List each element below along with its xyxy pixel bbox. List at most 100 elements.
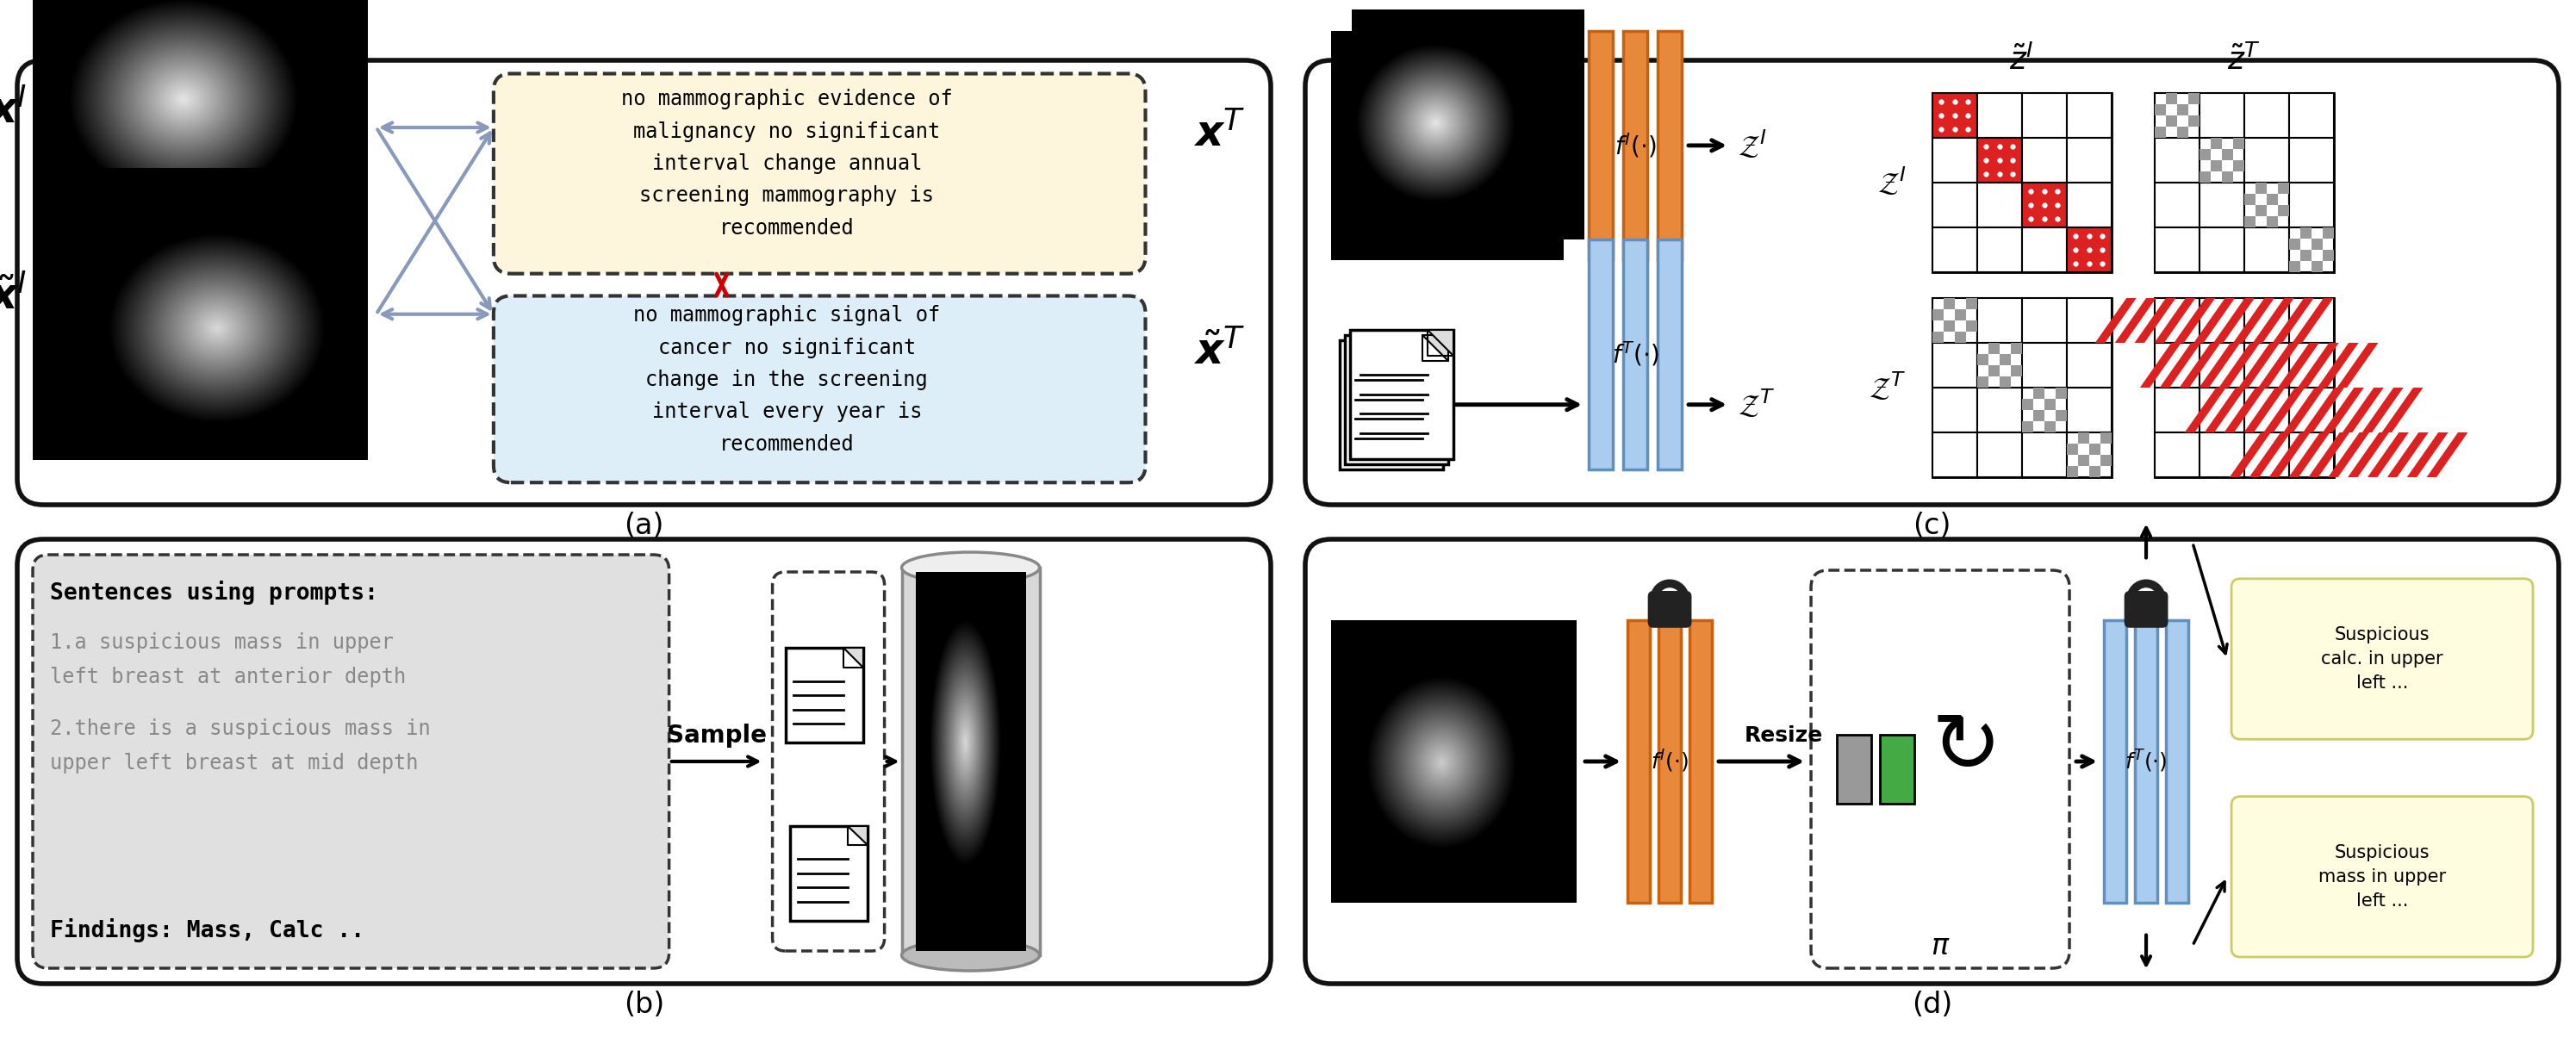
- Text: (d): (d): [1911, 991, 1953, 1019]
- Bar: [2154, 183, 2200, 228]
- Bar: [2022, 432, 2066, 477]
- Bar: [1999, 377, 2009, 387]
- Bar: [786, 647, 863, 742]
- Polygon shape: [2213, 298, 2254, 342]
- Text: Sample: Sample: [667, 723, 768, 748]
- Bar: [2233, 160, 2244, 171]
- Bar: [2187, 116, 2200, 126]
- Bar: [2066, 342, 2112, 387]
- Polygon shape: [2298, 342, 2339, 387]
- Polygon shape: [2205, 387, 2246, 432]
- Bar: [2177, 104, 2187, 116]
- Bar: [2066, 93, 2112, 138]
- Bar: [1659, 239, 1682, 469]
- FancyBboxPatch shape: [2231, 578, 2532, 739]
- Polygon shape: [2154, 298, 2195, 342]
- Bar: [1965, 321, 1976, 332]
- Bar: [1976, 228, 2022, 272]
- Text: (a): (a): [623, 513, 665, 541]
- Polygon shape: [2282, 387, 2324, 432]
- Ellipse shape: [902, 940, 1041, 971]
- Bar: [2244, 183, 2287, 228]
- Polygon shape: [842, 647, 863, 667]
- Polygon shape: [2367, 432, 2409, 477]
- FancyBboxPatch shape: [773, 572, 884, 951]
- Polygon shape: [2342, 387, 2383, 432]
- Bar: [2022, 298, 2066, 342]
- Bar: [2267, 194, 2277, 205]
- Bar: [2254, 205, 2267, 216]
- Bar: [2244, 342, 2287, 387]
- Text: Resize: Resize: [1744, 726, 1824, 746]
- FancyBboxPatch shape: [1649, 592, 1690, 626]
- Polygon shape: [2383, 387, 2424, 432]
- Bar: [2324, 228, 2334, 239]
- Bar: [2154, 93, 2200, 138]
- Polygon shape: [2406, 432, 2447, 477]
- Bar: [1976, 138, 2022, 183]
- Bar: [2210, 160, 2221, 171]
- Text: (b): (b): [623, 991, 665, 1019]
- Bar: [1628, 620, 1649, 902]
- Text: $\tilde{z}^T$: $\tilde{z}^T$: [2228, 45, 2262, 76]
- Polygon shape: [2336, 342, 2378, 387]
- Polygon shape: [2308, 432, 2349, 477]
- Bar: [1976, 432, 2022, 477]
- Bar: [2089, 444, 2099, 455]
- Bar: [2300, 250, 2311, 261]
- Bar: [2043, 399, 2056, 410]
- Text: Sentences using prompts:: Sentences using prompts:: [49, 580, 379, 604]
- Bar: [1976, 93, 2022, 138]
- Bar: [2154, 342, 2200, 387]
- Bar: [2287, 138, 2334, 183]
- Text: ↻: ↻: [1932, 709, 2002, 789]
- Bar: [2244, 228, 2287, 272]
- Bar: [2244, 298, 2287, 342]
- Polygon shape: [2318, 342, 2360, 387]
- Bar: [2154, 298, 2200, 342]
- Bar: [2287, 298, 2334, 342]
- Bar: [1942, 298, 1955, 309]
- Polygon shape: [848, 826, 868, 846]
- Bar: [2056, 410, 2066, 421]
- Bar: [1932, 387, 1976, 432]
- Text: $\tilde{\boldsymbol{x}}^I$: $\tilde{\boldsymbol{x}}^I$: [0, 276, 26, 318]
- Bar: [1340, 340, 1443, 469]
- Bar: [2221, 171, 2233, 183]
- Bar: [2200, 432, 2244, 477]
- Bar: [1976, 342, 2022, 387]
- Bar: [2022, 93, 2066, 138]
- Bar: [2154, 228, 2200, 272]
- Bar: [1976, 183, 2022, 228]
- Polygon shape: [2184, 387, 2226, 432]
- Bar: [1932, 298, 2112, 477]
- Bar: [2136, 620, 2156, 902]
- Bar: [2177, 126, 2187, 138]
- Polygon shape: [2200, 342, 2241, 387]
- Bar: [2287, 93, 2334, 138]
- Bar: [2200, 228, 2244, 272]
- Bar: [2105, 620, 2125, 902]
- Bar: [2066, 183, 2112, 228]
- FancyBboxPatch shape: [18, 540, 1270, 983]
- Text: $\mathcal{Z}^T$: $\mathcal{Z}^T$: [1870, 372, 1906, 404]
- Bar: [1932, 138, 1976, 183]
- Bar: [2244, 432, 2287, 477]
- Bar: [2154, 93, 2334, 272]
- Polygon shape: [2303, 387, 2344, 432]
- Text: $\mathcal{Z}^I$: $\mathcal{Z}^I$: [1739, 129, 1767, 162]
- Text: $f^T(\cdot)$: $f^T(\cdot)$: [1613, 340, 1659, 369]
- Bar: [2154, 387, 2200, 432]
- Bar: [1345, 335, 1448, 464]
- Bar: [1623, 30, 1646, 260]
- Bar: [2154, 298, 2334, 477]
- Polygon shape: [2239, 342, 2280, 387]
- Bar: [2022, 183, 2066, 228]
- Bar: [2287, 387, 2334, 432]
- Text: $\boldsymbol{x}^I$: $\boldsymbol{x}^I$: [0, 89, 26, 132]
- Bar: [2287, 342, 2334, 387]
- Bar: [2200, 342, 2244, 387]
- Bar: [1623, 239, 1646, 469]
- FancyBboxPatch shape: [18, 61, 1270, 504]
- Bar: [2277, 205, 2287, 216]
